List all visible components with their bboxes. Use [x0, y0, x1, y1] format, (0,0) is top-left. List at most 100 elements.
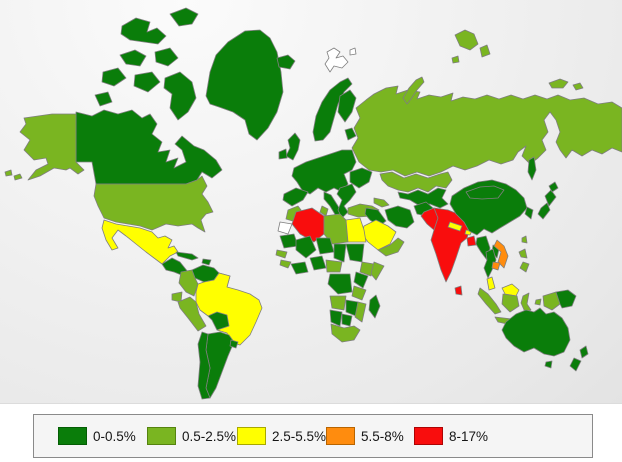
country-alaska	[4, 113, 85, 181]
world-map-svg	[4, 7, 622, 400]
country-mauritania	[279, 233, 299, 249]
country-western-sahara	[277, 221, 293, 235]
country-guinea	[279, 259, 292, 269]
country-ecuador	[171, 291, 183, 303]
legend-swatch-0-0.5	[58, 427, 87, 445]
country-usa	[93, 175, 214, 233]
country-colombia	[178, 269, 199, 297]
legend-swatch-2.5-5.5	[237, 427, 266, 445]
legend-item: 2.5-5.5%	[237, 415, 326, 457]
country-japan	[537, 181, 559, 220]
country-novaya-zemlya	[402, 76, 425, 105]
country-botswana	[341, 313, 353, 327]
country-arctic-islands-1	[120, 17, 167, 45]
country-thailand	[483, 248, 497, 279]
country-vietnam	[493, 239, 509, 269]
country-sudan	[345, 243, 365, 263]
country-east-africa	[353, 271, 369, 289]
country-nigeria	[309, 255, 327, 271]
country-namibia	[329, 309, 343, 327]
country-sakhalin	[527, 156, 537, 181]
legend-item: 0-0.5%	[58, 415, 136, 457]
country-cuba	[175, 251, 199, 261]
country-moluccas	[534, 298, 542, 306]
country-arctic-islands-3	[119, 47, 179, 67]
country-nepal	[447, 221, 463, 232]
country-borneo-indonesia	[501, 293, 520, 313]
country-new-zealand	[569, 345, 589, 372]
legend-item: 8-17%	[414, 415, 488, 457]
country-finland	[337, 89, 357, 123]
country-sri-lanka	[454, 285, 463, 296]
world-map	[0, 0, 622, 404]
country-uruguay	[229, 339, 239, 349]
country-arctic-islands-5	[94, 91, 113, 107]
legend-label: 5.5-8%	[361, 428, 404, 444]
country-senegal	[275, 249, 288, 259]
country-taiwan	[521, 235, 528, 244]
country-arctic-islands-2	[169, 7, 199, 27]
country-australia	[501, 307, 571, 357]
legend-item: 5.5-8%	[326, 415, 404, 457]
country-iran	[384, 205, 415, 229]
country-bangladesh	[466, 235, 477, 247]
country-baltics	[344, 127, 357, 141]
country-new-siberian-1	[548, 78, 569, 89]
country-iberia	[282, 187, 309, 207]
country-iceland	[276, 54, 296, 70]
country-brazil	[195, 272, 263, 346]
country-mozambique	[354, 301, 367, 323]
country-ireland	[278, 148, 288, 160]
country-cambodia	[491, 261, 501, 271]
legend-label: 0.5-2.5%	[182, 428, 237, 444]
country-west-gulf	[290, 261, 309, 275]
country-canada	[75, 109, 223, 185]
country-caucasus	[373, 197, 390, 208]
legend-swatch-5.5-8	[326, 427, 355, 445]
country-norway-sweden	[312, 77, 353, 142]
country-indonesian-papua	[542, 291, 561, 311]
legend-swatch-8-17	[414, 427, 443, 445]
country-greenland	[205, 29, 284, 141]
country-cameroon-car	[325, 259, 343, 273]
country-drc	[327, 273, 353, 295]
country-peru	[177, 296, 207, 332]
country-borneo-malaysia	[501, 283, 520, 297]
country-chile	[197, 331, 211, 400]
country-mali	[295, 235, 317, 259]
country-philippines	[518, 248, 530, 273]
country-tanzania	[351, 285, 367, 301]
country-kazakhstan	[379, 171, 453, 193]
country-sumatra	[477, 287, 502, 315]
country-united-kingdom	[285, 132, 301, 161]
country-central-asia	[397, 187, 449, 209]
country-new-siberian-2	[572, 82, 584, 91]
country-angola	[329, 295, 347, 311]
country-franz-josef	[451, 29, 491, 64]
country-sulawesi	[520, 292, 532, 313]
country-egypt	[345, 217, 367, 243]
country-svalbard	[324, 47, 357, 73]
legend-item: 0.5-2.5%	[147, 415, 236, 457]
country-arctic-islands-4	[101, 67, 161, 93]
country-hispaniola	[201, 258, 212, 266]
country-south-africa	[330, 323, 361, 343]
country-chad	[333, 243, 347, 263]
country-madagascar	[368, 294, 381, 319]
country-yemen-oman	[377, 237, 405, 257]
country-ethiopia	[359, 261, 375, 277]
country-papua-new-guinea	[555, 289, 577, 309]
country-bolivia	[207, 311, 230, 331]
country-ukraine	[349, 167, 373, 189]
country-russia	[351, 85, 622, 177]
country-mexico	[101, 219, 179, 265]
country-argentina	[205, 331, 235, 399]
country-somalia	[370, 261, 385, 281]
country-mongolia	[465, 185, 505, 200]
legend-swatch-0.5-2.5	[147, 427, 176, 445]
legend-label: 8-17%	[449, 428, 489, 444]
legend-label: 2.5-5.5%	[272, 428, 327, 444]
country-tasmania	[544, 360, 553, 369]
country-malaysia	[486, 276, 496, 291]
